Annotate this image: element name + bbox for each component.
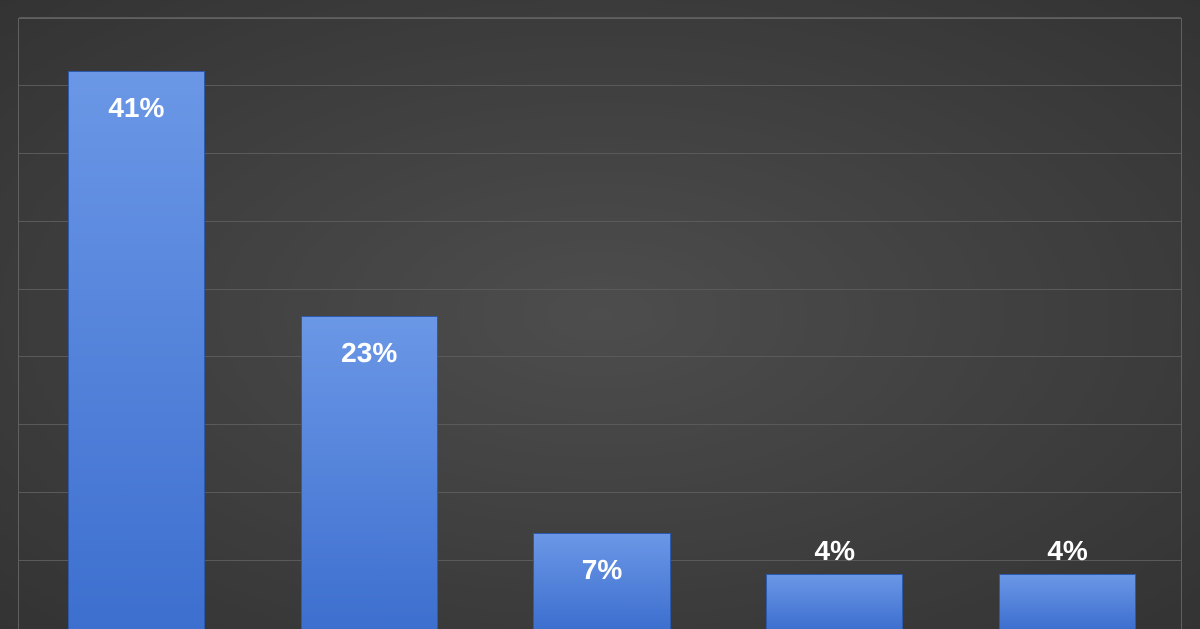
bar-value-label: 7% bbox=[534, 554, 669, 586]
plot-area: 41% 23% 7% 4% 4% bbox=[18, 18, 1182, 629]
bar-value-label: 23% bbox=[302, 337, 437, 369]
bar: 4% bbox=[999, 574, 1136, 629]
bars-layer: 41% 23% 7% 4% 4% bbox=[19, 19, 1181, 629]
bar-value-label: 4% bbox=[767, 535, 902, 567]
bar-value-label: 41% bbox=[69, 92, 204, 124]
bar: 7% bbox=[533, 533, 670, 629]
gridline bbox=[19, 17, 1181, 18]
bar-chart: 41% 23% 7% 4% 4% bbox=[0, 0, 1200, 629]
bar: 23% bbox=[301, 316, 438, 629]
bar: 4% bbox=[766, 574, 903, 629]
bar: 41% bbox=[68, 71, 205, 629]
bar-value-label: 4% bbox=[1000, 535, 1135, 567]
